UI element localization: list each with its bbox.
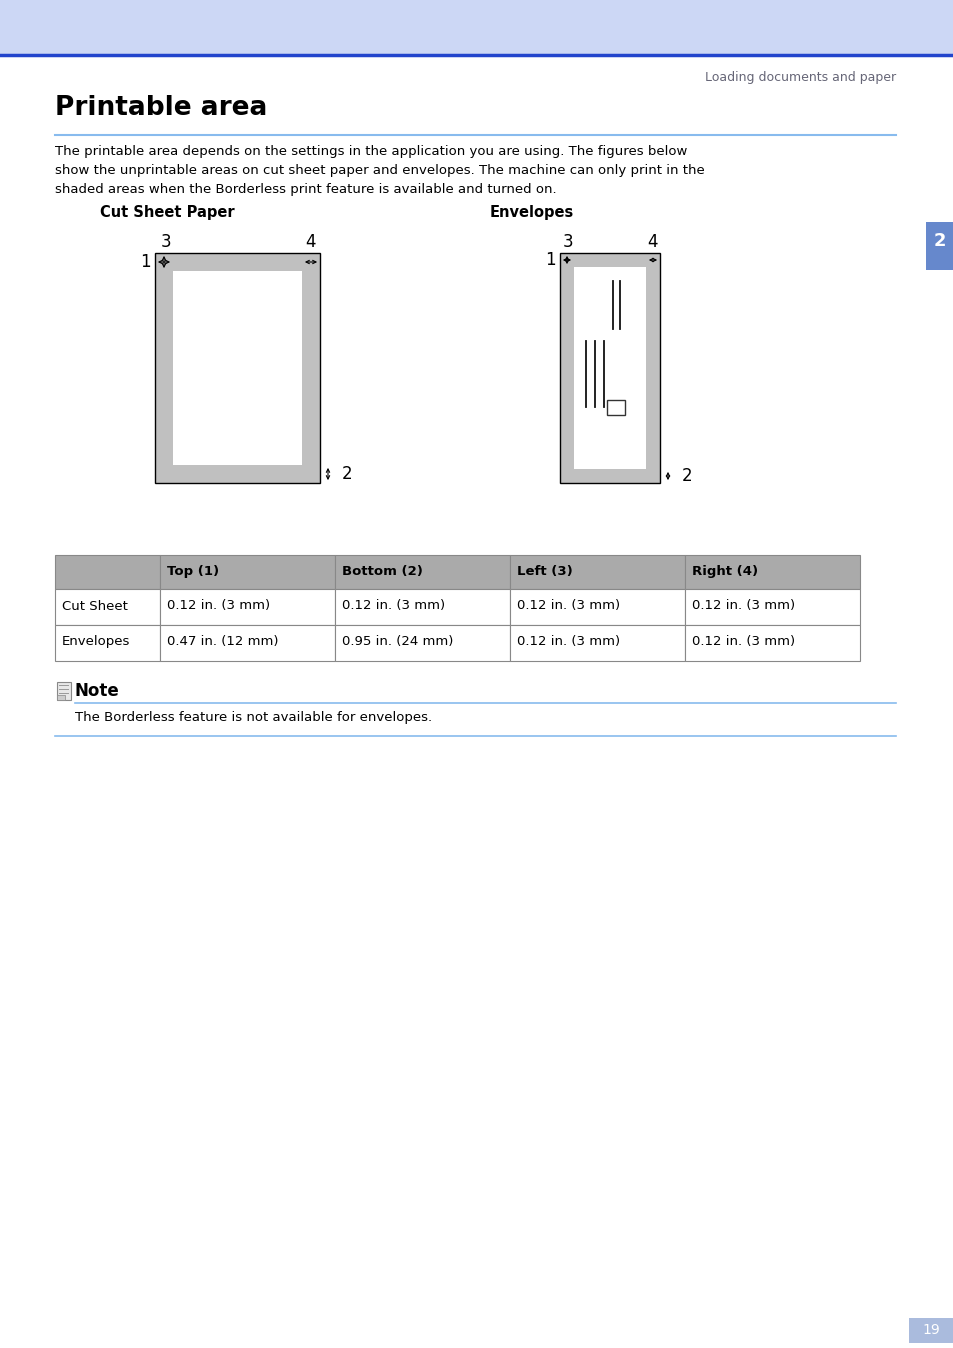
- Text: 1: 1: [140, 253, 151, 271]
- Text: 2: 2: [681, 466, 692, 485]
- Text: Bottom (2): Bottom (2): [341, 565, 422, 577]
- Bar: [908, 1318, 953, 1343]
- Text: 4: 4: [647, 233, 658, 251]
- Bar: [559, 253, 659, 483]
- Bar: [574, 267, 645, 469]
- Bar: [160, 555, 335, 589]
- Bar: [0, 0, 953, 55]
- Bar: [606, 400, 624, 415]
- Bar: [57, 682, 71, 700]
- Bar: [510, 625, 684, 661]
- Text: show the unprintable areas on cut sheet paper and envelopes. The machine can onl: show the unprintable areas on cut sheet …: [55, 164, 704, 177]
- Bar: [55, 625, 160, 661]
- Text: 1: 1: [545, 251, 556, 270]
- Bar: [160, 589, 335, 625]
- Text: 3: 3: [562, 233, 573, 251]
- Text: The printable area depends on the settings in the application you are using. The: The printable area depends on the settin…: [55, 146, 687, 158]
- Bar: [684, 589, 859, 625]
- Text: 0.12 in. (3 mm): 0.12 in. (3 mm): [167, 600, 270, 612]
- Text: Envelopes: Envelopes: [62, 635, 131, 648]
- Text: Loading documents and paper: Loading documents and paper: [704, 71, 895, 84]
- Bar: [55, 555, 160, 589]
- Text: 0.95 in. (24 mm): 0.95 in. (24 mm): [341, 635, 453, 648]
- Text: Printable area: Printable area: [55, 94, 267, 121]
- Text: shaded areas when the Borderless print feature is available and turned on.: shaded areas when the Borderless print f…: [55, 183, 556, 195]
- Text: 0.12 in. (3 mm): 0.12 in. (3 mm): [517, 635, 619, 648]
- Text: 0.12 in. (3 mm): 0.12 in. (3 mm): [517, 600, 619, 612]
- Text: Cut Sheet Paper: Cut Sheet Paper: [100, 205, 234, 220]
- Text: 0.12 in. (3 mm): 0.12 in. (3 mm): [691, 635, 794, 648]
- Bar: [57, 696, 65, 700]
- Text: Cut Sheet: Cut Sheet: [62, 600, 128, 612]
- Text: 2: 2: [933, 232, 945, 249]
- Text: 19: 19: [922, 1322, 939, 1337]
- Bar: [335, 625, 510, 661]
- Text: 4: 4: [305, 233, 315, 251]
- Text: Envelopes: Envelopes: [490, 205, 574, 220]
- Text: The Borderless feature is not available for envelopes.: The Borderless feature is not available …: [75, 710, 432, 724]
- Text: Right (4): Right (4): [691, 565, 758, 577]
- Text: 0.12 in. (3 mm): 0.12 in. (3 mm): [341, 600, 445, 612]
- Text: 0.47 in. (12 mm): 0.47 in. (12 mm): [167, 635, 278, 648]
- Text: Note: Note: [75, 682, 120, 700]
- Bar: [160, 625, 335, 661]
- Bar: [55, 589, 160, 625]
- Bar: [335, 589, 510, 625]
- Bar: [684, 555, 859, 589]
- Text: Left (3): Left (3): [517, 565, 572, 577]
- Bar: [154, 253, 319, 483]
- Bar: [684, 625, 859, 661]
- Text: 2: 2: [341, 465, 353, 483]
- Bar: [172, 271, 302, 465]
- Text: 3: 3: [160, 233, 172, 251]
- Bar: [510, 555, 684, 589]
- Bar: [925, 222, 953, 270]
- Text: Top (1): Top (1): [167, 565, 219, 577]
- Text: 0.12 in. (3 mm): 0.12 in. (3 mm): [691, 600, 794, 612]
- Bar: [510, 589, 684, 625]
- Bar: [335, 555, 510, 589]
